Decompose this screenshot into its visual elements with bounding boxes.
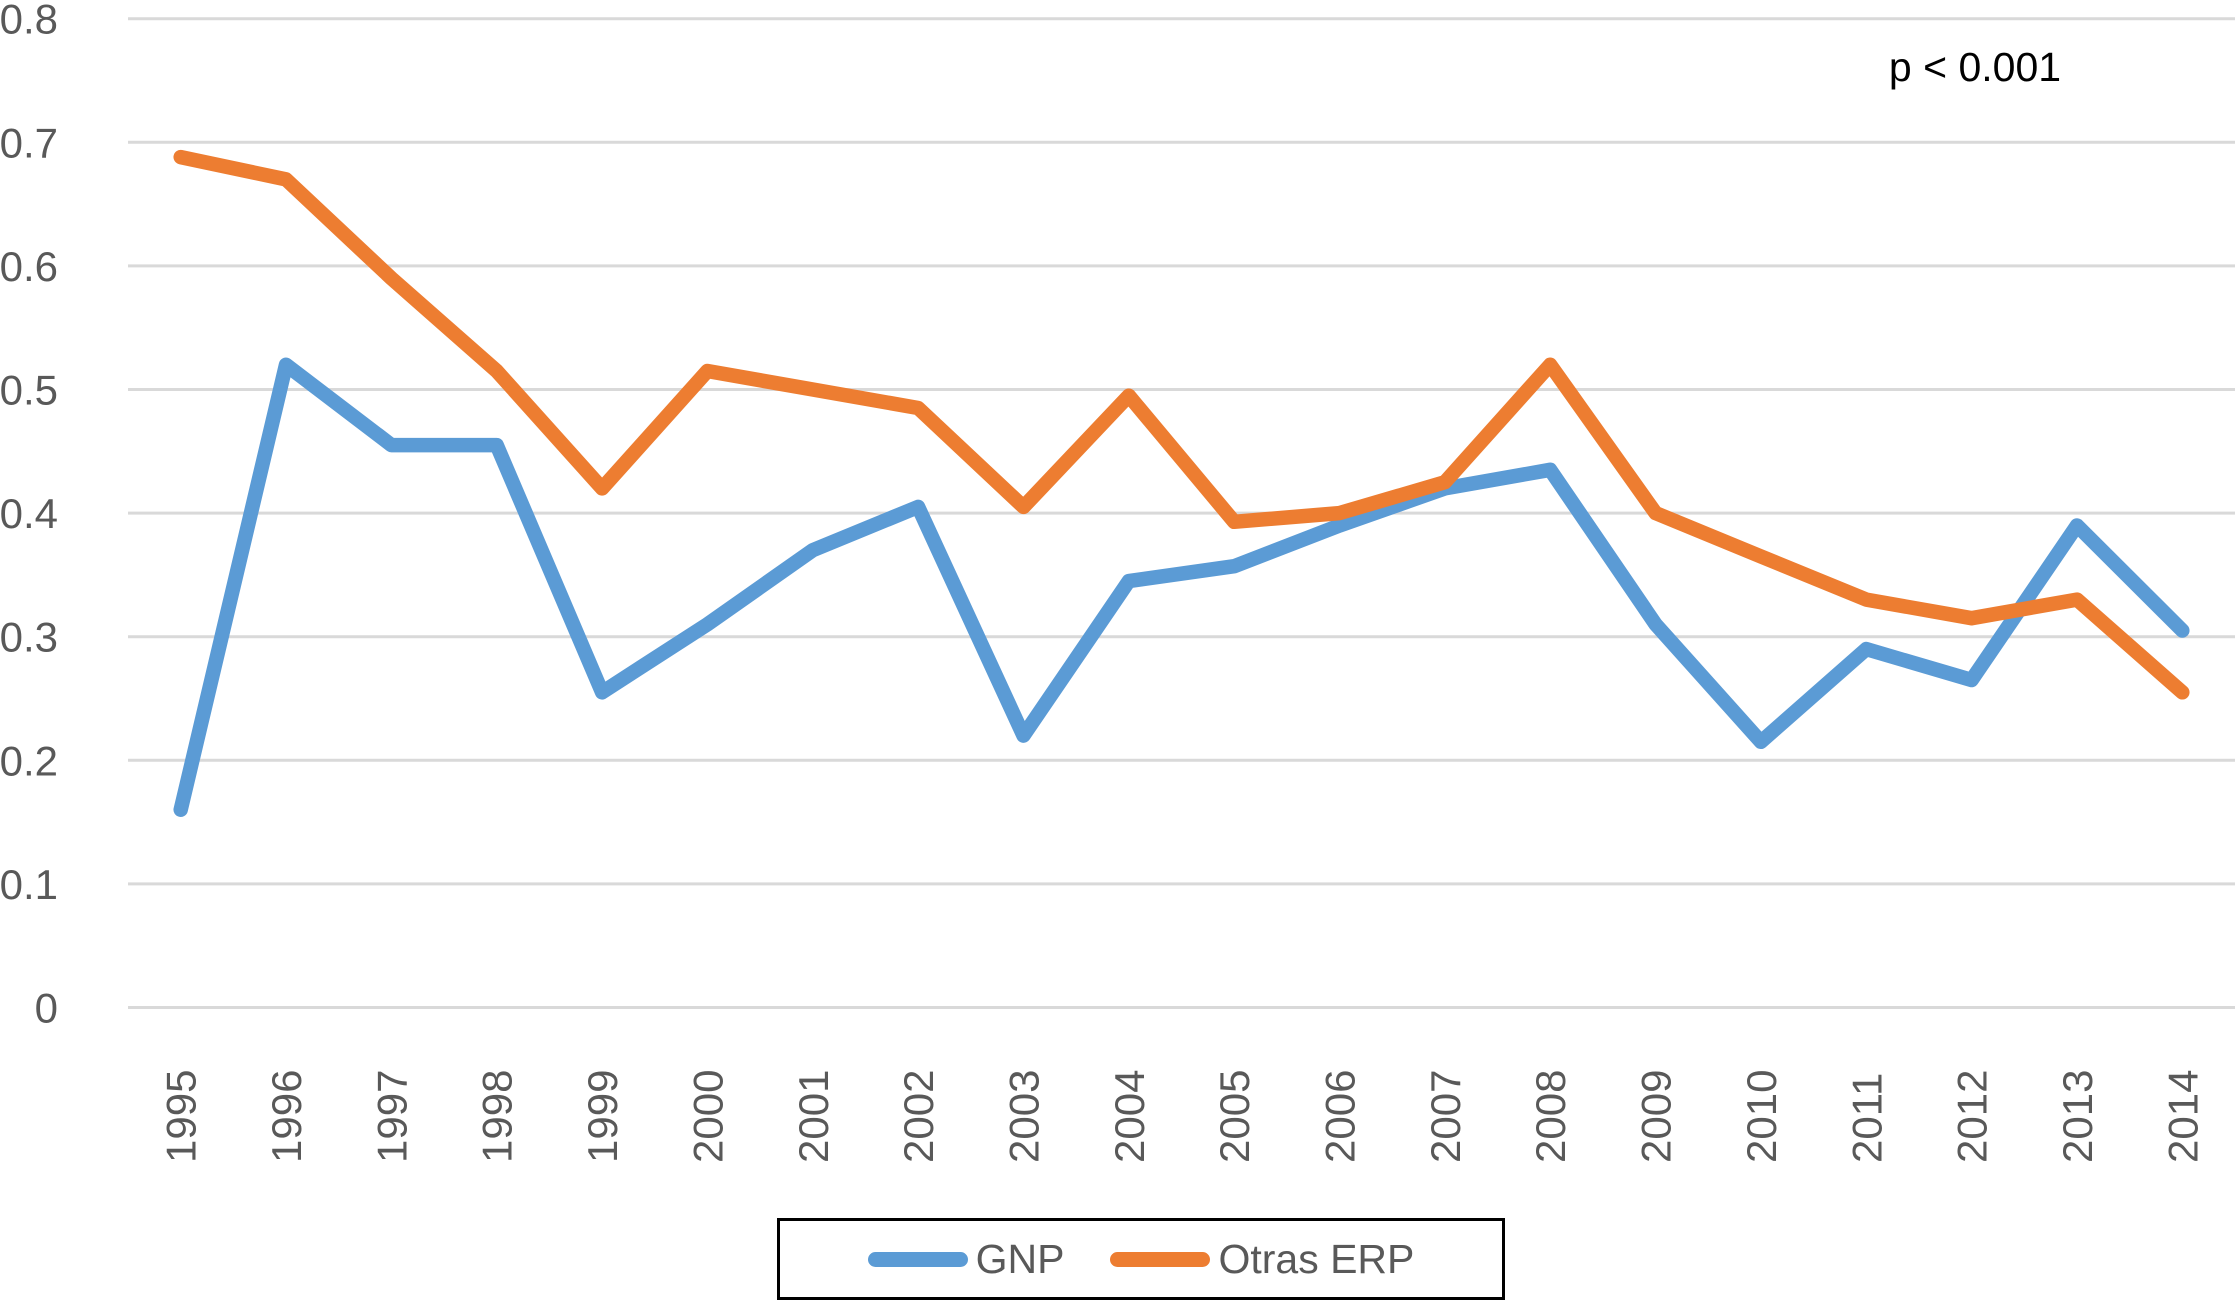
legend: GNP Otras ERP [777,1218,1505,1300]
x-axis-tick-label: 2007 [1422,1070,1469,1163]
x-axis-tick-label: 2005 [1211,1070,1258,1163]
legend-label-gnp: GNP [975,1235,1065,1282]
x-axis-tick-label: 2002 [895,1070,942,1163]
x-axis-tick-label: 1995 [158,1070,205,1163]
x-axis-tick-label: 2010 [1738,1070,1785,1163]
gnp-line-swatch-icon [867,1251,968,1267]
series-line-gnp [173,357,2190,817]
y-axis-tick-label: 0.8 [0,0,58,43]
y-axis-tick-label: 0.2 [0,737,58,784]
p-value-annotation: p < 0.001 [1888,44,2062,90]
otras-erp-line-swatch-icon [1110,1251,1211,1267]
legend-item-gnp: GNP [867,1235,1065,1283]
x-axis-tick-label: 2013 [2054,1070,2101,1163]
y-axis-tick-label: 0 [35,985,58,1032]
y-axis-tick-label: 0.5 [0,367,58,414]
x-axis-tick-label: 2014 [2159,1070,2206,1163]
y-axis-tick-label: 0.6 [0,243,58,290]
x-axis-tick-label: 2006 [1317,1070,1364,1163]
x-axis-tick-label: 1996 [263,1070,310,1163]
y-axis-tick-label: 0.1 [0,861,58,908]
x-axis-tick-label: 2009 [1633,1070,1680,1163]
legend-label-otras-erp: Otras ERP [1218,1235,1415,1282]
x-axis-tick-label: 2012 [1949,1070,1996,1163]
x-axis-tick-label: 2004 [1106,1070,1153,1163]
x-axis-tick-label: 2001 [790,1070,837,1163]
x-axis-tick-label: 1997 [368,1070,415,1163]
x-axis-tick-label: 1998 [474,1070,521,1163]
x-axis-tick-label: 2008 [1527,1070,1574,1163]
y-axis-tick-label: 0.7 [0,119,58,166]
y-axis-tick-label: 0.4 [0,490,58,537]
series-line-otras-erp [173,149,2190,700]
legend-item-otras-erp: Otras ERP [1110,1236,1414,1283]
y-axis-tick-label: 0.3 [0,614,58,661]
x-axis-tick-label: 2003 [1001,1070,1048,1163]
x-axis-tick-label: 2011 [1843,1073,1890,1163]
x-axis-tick-label: 2000 [684,1070,731,1163]
x-axis-tick-label: 1999 [579,1070,626,1163]
